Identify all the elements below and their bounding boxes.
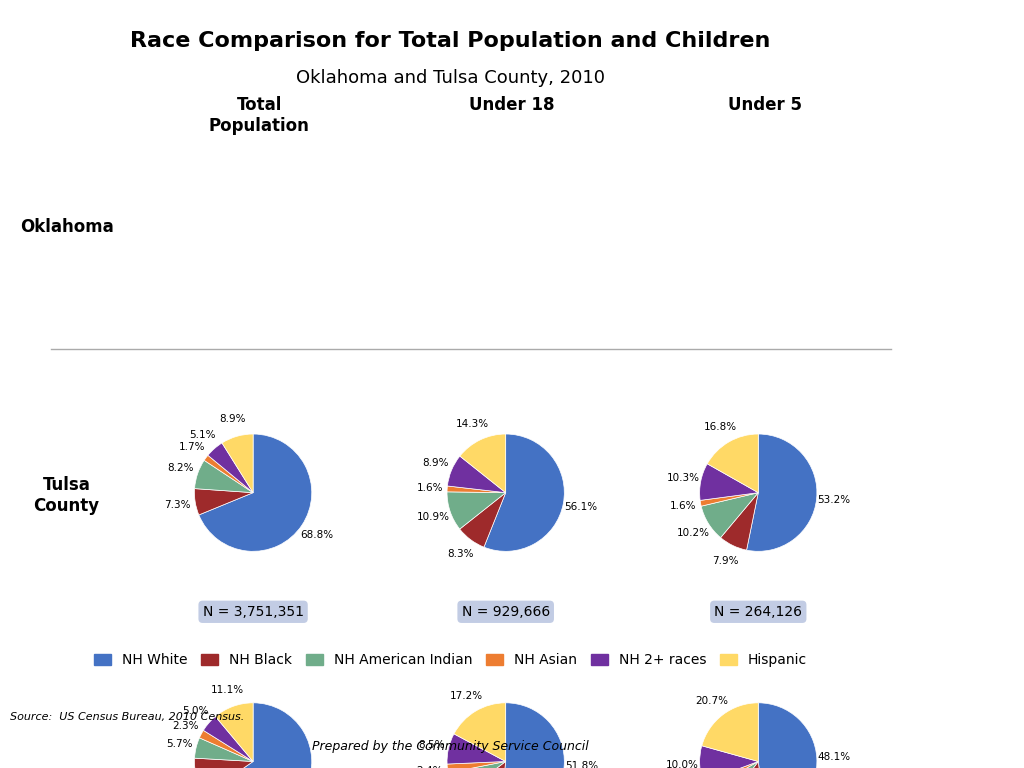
Text: 8.9%: 8.9% bbox=[422, 458, 449, 468]
Text: Prepared by the Community Service Council: Prepared by the Community Service Counci… bbox=[312, 740, 589, 753]
Text: 7.3%: 7.3% bbox=[165, 500, 191, 510]
Text: Oklahoma: Oklahoma bbox=[19, 217, 114, 236]
Wedge shape bbox=[708, 762, 758, 768]
Text: N = 929,666: N = 929,666 bbox=[462, 605, 550, 619]
Wedge shape bbox=[699, 464, 758, 501]
Wedge shape bbox=[701, 493, 758, 538]
Text: 5.1%: 5.1% bbox=[189, 430, 216, 440]
Text: 14.3%: 14.3% bbox=[456, 419, 489, 429]
Wedge shape bbox=[701, 703, 758, 762]
Wedge shape bbox=[205, 703, 311, 768]
Wedge shape bbox=[447, 456, 506, 493]
Text: N = 3,751,351: N = 3,751,351 bbox=[203, 605, 303, 619]
Wedge shape bbox=[723, 762, 765, 768]
Text: 8.9%: 8.9% bbox=[219, 415, 246, 425]
Text: 56.1%: 56.1% bbox=[564, 502, 597, 512]
Wedge shape bbox=[700, 493, 758, 506]
Wedge shape bbox=[499, 703, 564, 768]
Wedge shape bbox=[758, 703, 817, 768]
Text: 53.2%: 53.2% bbox=[817, 495, 851, 505]
Text: 2.4%: 2.4% bbox=[417, 766, 443, 768]
Text: Race Comparison for Total Population and Children: Race Comparison for Total Population and… bbox=[130, 31, 771, 51]
Wedge shape bbox=[454, 703, 506, 762]
Text: 1.6%: 1.6% bbox=[670, 502, 696, 511]
Wedge shape bbox=[222, 434, 253, 493]
Text: 5.7%: 5.7% bbox=[166, 739, 193, 749]
Text: 1.7%: 1.7% bbox=[178, 442, 205, 452]
Wedge shape bbox=[195, 460, 253, 493]
Wedge shape bbox=[195, 758, 253, 768]
Wedge shape bbox=[447, 734, 506, 764]
Wedge shape bbox=[484, 434, 564, 551]
Wedge shape bbox=[199, 434, 311, 551]
Text: 7.9%: 7.9% bbox=[712, 556, 738, 566]
Text: 10.3%: 10.3% bbox=[667, 473, 700, 483]
Text: 11.1%: 11.1% bbox=[211, 685, 244, 695]
Text: Total
Population: Total Population bbox=[209, 96, 310, 135]
Wedge shape bbox=[449, 762, 506, 768]
Text: 10.0%: 10.0% bbox=[666, 760, 698, 768]
Wedge shape bbox=[708, 434, 759, 493]
Text: R A C E  A N D  E T H N I C I T Y: R A C E A N D E T H N I C I T Y bbox=[952, 253, 968, 515]
Text: Under 18: Under 18 bbox=[469, 96, 555, 114]
Wedge shape bbox=[195, 738, 253, 762]
Text: Source:  US Census Bureau, 2010 Census.: Source: US Census Bureau, 2010 Census. bbox=[10, 712, 245, 722]
Text: N = 264,126: N = 264,126 bbox=[715, 605, 802, 619]
Wedge shape bbox=[204, 717, 253, 762]
Text: 16.8%: 16.8% bbox=[703, 422, 736, 432]
Wedge shape bbox=[215, 703, 253, 762]
Text: Oklahoma and Tulsa County, 2010: Oklahoma and Tulsa County, 2010 bbox=[296, 69, 605, 87]
Wedge shape bbox=[447, 762, 506, 768]
Wedge shape bbox=[200, 730, 253, 762]
Wedge shape bbox=[195, 488, 253, 515]
Wedge shape bbox=[460, 493, 506, 547]
Text: 2.3%: 2.3% bbox=[172, 721, 199, 731]
Text: 8.5%: 8.5% bbox=[418, 740, 444, 750]
Wedge shape bbox=[208, 443, 253, 493]
Text: Tulsa
County: Tulsa County bbox=[34, 476, 99, 515]
Wedge shape bbox=[204, 455, 253, 493]
Text: 20.7%: 20.7% bbox=[695, 696, 729, 706]
Text: 8.2%: 8.2% bbox=[168, 463, 195, 473]
Text: 17.2%: 17.2% bbox=[450, 691, 483, 701]
Wedge shape bbox=[699, 746, 758, 768]
Text: 51.8%: 51.8% bbox=[565, 761, 598, 768]
Text: 68.8%: 68.8% bbox=[300, 530, 333, 540]
Text: Under 5: Under 5 bbox=[728, 96, 802, 114]
Wedge shape bbox=[447, 486, 506, 493]
Wedge shape bbox=[447, 492, 506, 529]
Wedge shape bbox=[703, 762, 758, 768]
Legend: NH White, NH Black, NH American Indian, NH Asian, NH 2+ races, Hispanic: NH White, NH Black, NH American Indian, … bbox=[89, 647, 812, 673]
Wedge shape bbox=[460, 434, 506, 493]
Text: 10.2%: 10.2% bbox=[677, 528, 710, 538]
Text: 1.6%: 1.6% bbox=[417, 483, 442, 493]
Wedge shape bbox=[746, 434, 817, 551]
Text: 5.0%: 5.0% bbox=[182, 707, 209, 717]
Wedge shape bbox=[459, 762, 506, 768]
Text: 8.3%: 8.3% bbox=[446, 549, 473, 559]
Text: 48.1%: 48.1% bbox=[818, 752, 851, 762]
Text: 10.9%: 10.9% bbox=[417, 512, 450, 522]
Wedge shape bbox=[721, 493, 758, 550]
